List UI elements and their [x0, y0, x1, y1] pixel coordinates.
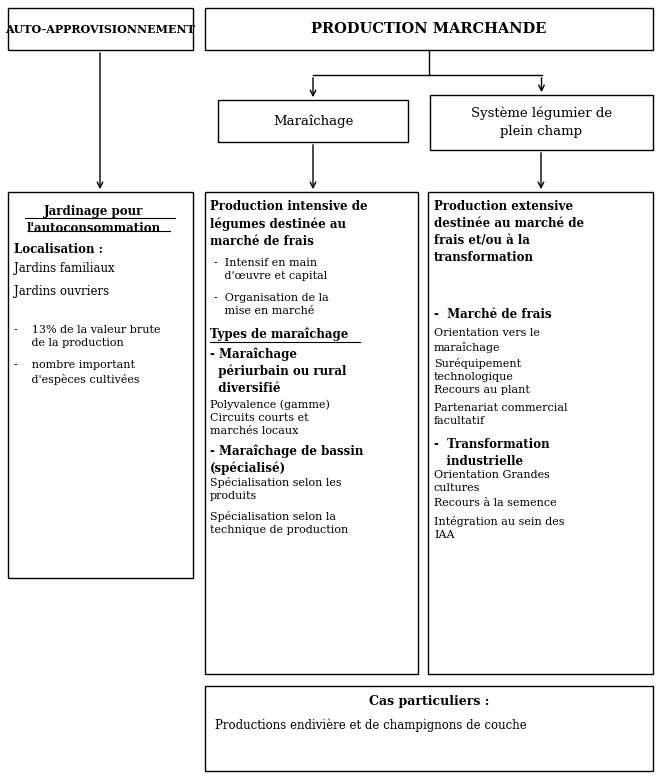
Text: Productions endivière et de champignons de couche: Productions endivière et de champignons …	[215, 718, 527, 731]
Bar	[428, 192, 653, 674]
Text: - Maraîchage
  périurbain ou rural
  diversifié: - Maraîchage périurbain ou rural diversi…	[210, 347, 346, 395]
Text: Production extensive
destinée au marché de
frais et/ou à la
transformation: Production extensive destinée au marché …	[434, 200, 584, 264]
Bar	[8, 192, 193, 578]
Text: Production intensive de
légumes destinée au
marché de frais: Production intensive de légumes destinée…	[210, 200, 368, 247]
Text: -  Marché de frais: - Marché de frais	[434, 308, 552, 321]
Text: Spécialisation selon la
technique de production: Spécialisation selon la technique de pro…	[210, 511, 348, 535]
Text: AUTO-APPROVISIONNEMENT: AUTO-APPROVISIONNEMENT	[5, 23, 196, 34]
Text: Localisation :: Localisation :	[14, 243, 103, 256]
Text: Système légumier de
plein champ: Système légumier de plein champ	[471, 107, 612, 138]
Text: - Maraîchage de bassin
(spécialisé): - Maraîchage de bassin (spécialisé)	[210, 444, 364, 475]
Text: Spécialisation selon les
produits: Spécialisation selon les produits	[210, 477, 342, 501]
Bar	[205, 8, 653, 50]
Bar	[8, 8, 193, 50]
Text: Orientation vers le
maraîchage: Orientation vers le maraîchage	[434, 328, 540, 352]
Text: -  Transformation
   industrielle: - Transformation industrielle	[434, 438, 550, 468]
Bar	[205, 192, 418, 674]
Bar	[218, 100, 408, 142]
Text: Partenariat commercial
facultatif: Partenariat commercial facultatif	[434, 403, 568, 426]
Text: Types de maraîchage: Types de maraîchage	[210, 327, 348, 341]
Text: PRODUCTION MARCHANDE: PRODUCTION MARCHANDE	[311, 22, 547, 36]
Text: Maraîchage: Maraîchage	[273, 114, 353, 128]
Bar	[205, 686, 653, 771]
Bar	[430, 95, 653, 150]
Text: Recours au plant: Recours au plant	[434, 385, 530, 395]
Text: Recours à la semence: Recours à la semence	[434, 498, 557, 508]
Text: Suréquipement
technologique: Suréquipement technologique	[434, 358, 521, 382]
Text: Jardins familiaux: Jardins familiaux	[14, 262, 114, 275]
Text: Jardins ouvriers: Jardins ouvriers	[14, 285, 109, 298]
Text: Intégration au sein des
IAA: Intégration au sein des IAA	[434, 516, 564, 540]
Text: Orientation Grandes
cultures: Orientation Grandes cultures	[434, 470, 550, 493]
Text: -  Intensif en main
   d'œuvre et capital: - Intensif en main d'œuvre et capital	[214, 258, 327, 281]
Text: -    13% de la valeur brute
     de la production: - 13% de la valeur brute de la productio…	[14, 325, 161, 349]
Text: Cas particuliers :: Cas particuliers :	[369, 695, 489, 708]
Text: -    nombre important
     d'espèces cultivées: - nombre important d'espèces cultivées	[14, 360, 139, 384]
Text: Polyvalence (gamme)
Circuits courts et
marchés locaux: Polyvalence (gamme) Circuits courts et m…	[210, 399, 330, 436]
Text: Jardinage pour
l'autoconsommation: Jardinage pour l'autoconsommation	[27, 205, 161, 235]
Text: -  Organisation de la
   mise en marché: - Organisation de la mise en marché	[214, 293, 329, 316]
